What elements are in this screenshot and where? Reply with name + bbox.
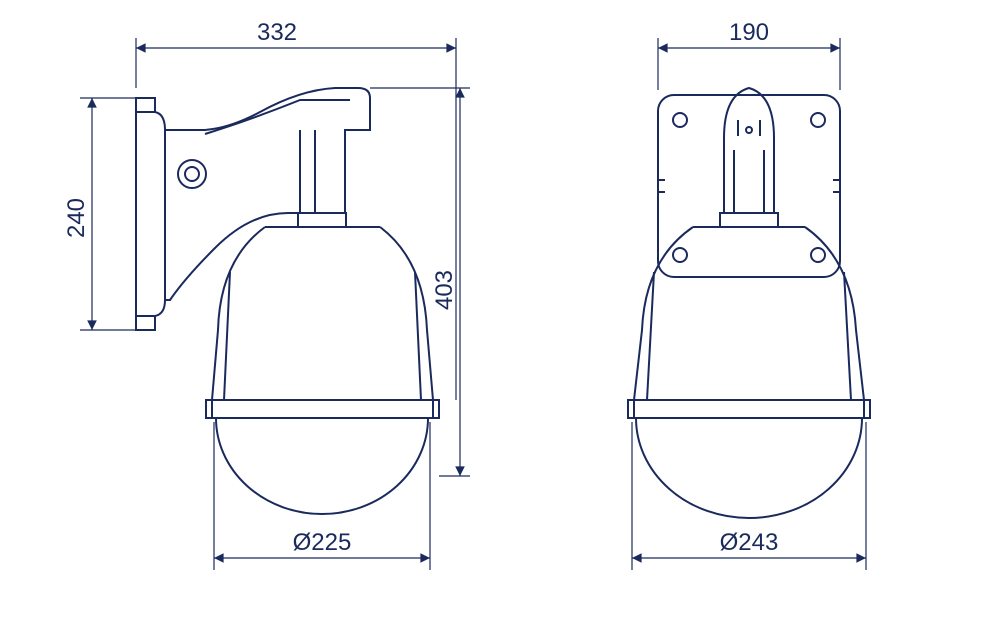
dim-width-190: 190: [658, 19, 840, 90]
dim-label-190: 190: [729, 19, 769, 46]
dim-label-243: Ø243: [720, 529, 779, 556]
dim-width-332: 332: [136, 19, 456, 400]
dim-label-403: 403: [431, 270, 458, 310]
dim-label-332: 332: [257, 19, 297, 46]
front-view: 190 Ø243: [628, 19, 870, 570]
dimension-drawing: 332 240 403 Ø225: [0, 0, 1000, 618]
dim-label-225: Ø225: [293, 529, 352, 556]
dim-height-240: 240: [63, 98, 136, 330]
dim-label-240: 240: [63, 198, 90, 238]
dim-dia-225: Ø225: [214, 422, 430, 570]
dim-dia-243: Ø243: [632, 422, 866, 570]
side-view: 332 240 403 Ø225: [63, 19, 470, 570]
